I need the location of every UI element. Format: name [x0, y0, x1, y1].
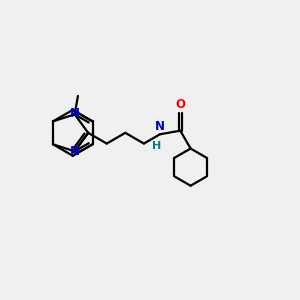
- Text: N: N: [70, 146, 80, 158]
- Text: N: N: [70, 107, 80, 120]
- Text: N: N: [155, 120, 165, 133]
- Text: H: H: [152, 141, 161, 151]
- Text: O: O: [175, 98, 185, 111]
